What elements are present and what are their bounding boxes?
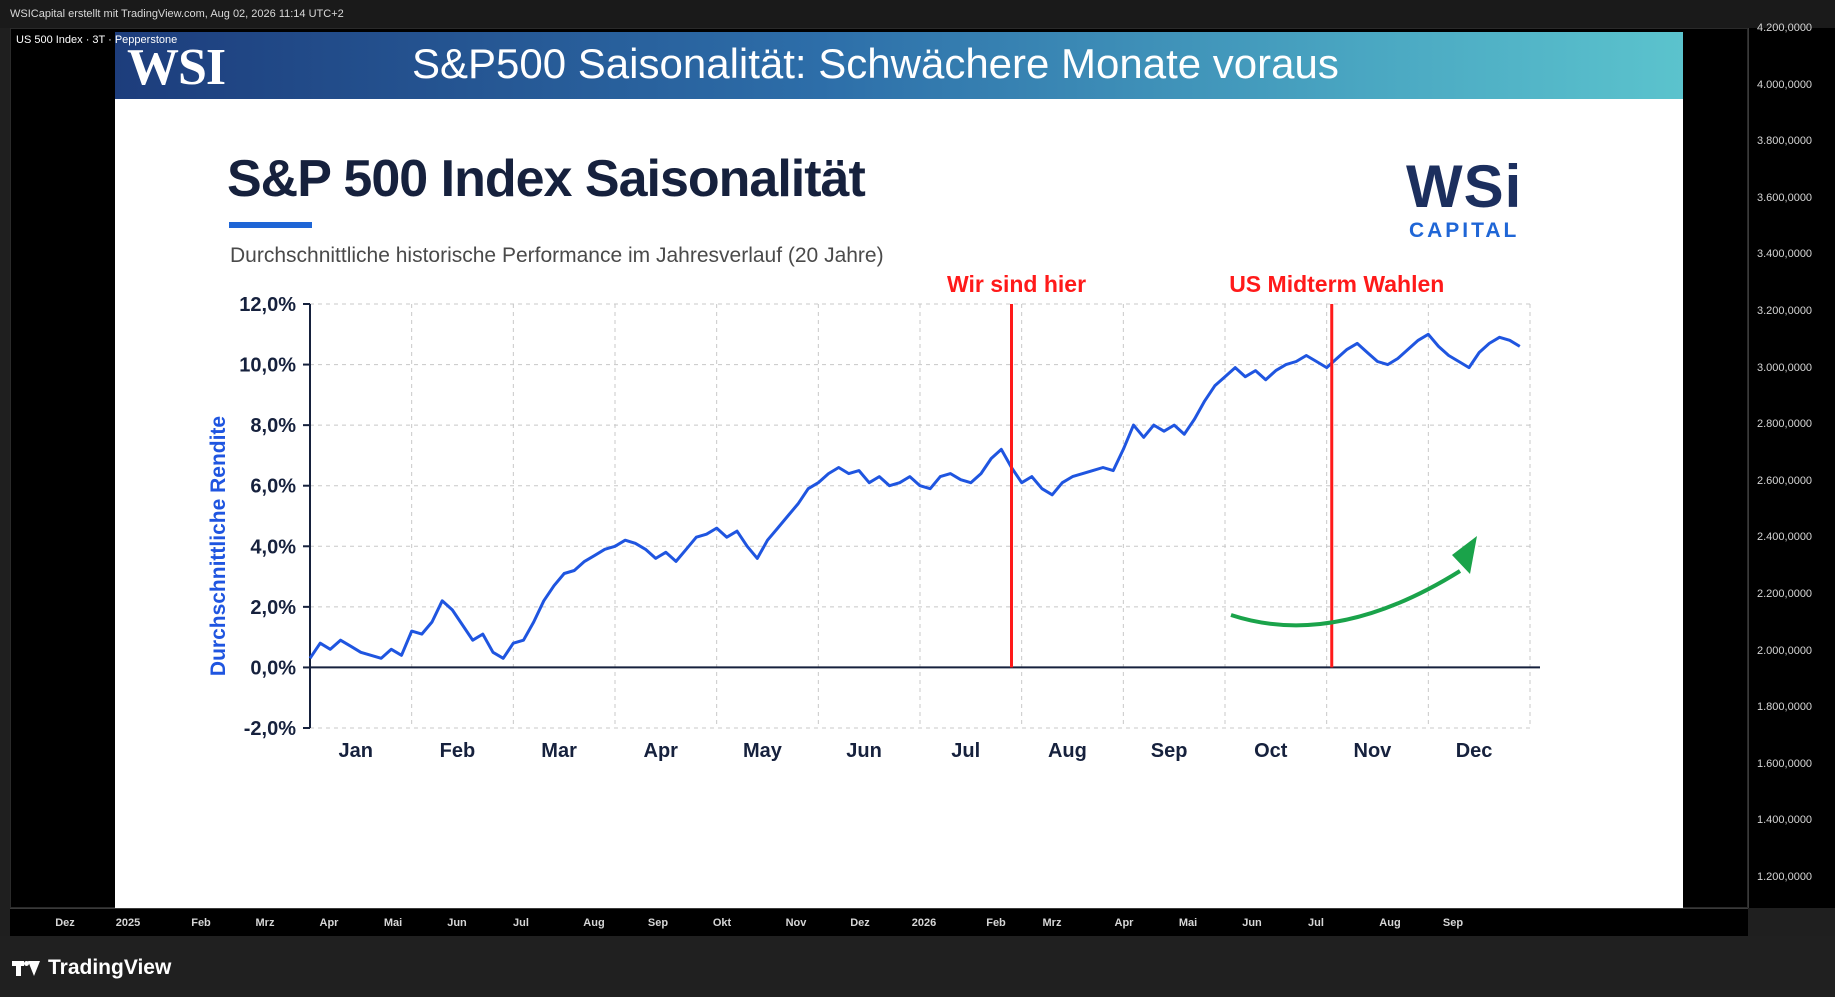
banner: WSI S&P500 Saisonalität: Schwächere Mona… <box>115 32 1683 99</box>
time-axis-label: Feb <box>986 917 1006 929</box>
green-arrow-head <box>1452 536 1477 574</box>
time-axis-label: Sep <box>647 917 669 929</box>
time-axis-label: 2026 <box>911 917 937 929</box>
series-line <box>308 332 1521 660</box>
time-axis-label: Apr <box>319 917 339 929</box>
price-axis-label: 2.200,0000 <box>1757 588 1813 600</box>
x-tick-label: Dec <box>1456 740 1493 762</box>
time-axis-label: Dez <box>55 917 75 929</box>
price-axis-label: 2.600,0000 <box>1757 474 1813 487</box>
price-axis-label: 3.400,0000 <box>1757 248 1813 261</box>
y-tick-label: 12,0% <box>239 294 296 316</box>
time-axis-label: Mrz <box>1042 917 1062 929</box>
line-chart: 12,0% 10,0% 8,0% 6,0% 4,0% 2,0% 0,0% -2,0% Jan Fe… <box>207 271 1540 762</box>
price-axis-label: 1.400,0000 <box>1757 814 1813 827</box>
chart-title: S&P 500 Index Saisonalität <box>227 150 866 208</box>
time-axis-label: Sep <box>1442 917 1464 929</box>
x-tick-label: Jun <box>846 740 882 762</box>
time-axis-label: Mai <box>383 917 403 929</box>
x-tick-label: Mar <box>541 740 577 762</box>
x-tick-label: Apr <box>644 740 679 762</box>
time-axis-label: Mrz <box>255 917 275 929</box>
y-tick-label: 4,0% <box>250 536 296 558</box>
y-axis-label: Durchschnittliche Rendite <box>207 416 230 676</box>
time-axis-label: Jun <box>447 917 467 929</box>
price-axis-label: 3.200,0000 <box>1757 305 1813 317</box>
time-axis-label: Nov <box>785 917 807 929</box>
time-axis-label: Okt <box>712 917 732 929</box>
embedded-image: WSI S&P500 Saisonalität: Schwächere Mona… <box>115 32 1683 908</box>
time-axis-label: Jun <box>1242 917 1262 929</box>
annotation-label: Wir sind hier <box>947 271 1086 297</box>
y-tick-label: 8,0% <box>250 415 296 437</box>
x-tick-label: May <box>743 740 783 762</box>
time-axis-label: Apr <box>1114 917 1134 929</box>
price-axis-label: 1.600,0000 <box>1757 757 1813 770</box>
price-axis-label: 4.200,0000 <box>1757 22 1813 34</box>
price-axis-label: 2.000,0000 <box>1757 644 1813 657</box>
price-axis-label: 2.400,0000 <box>1757 531 1813 544</box>
time-axis-label: Aug <box>583 917 605 929</box>
y-tick-label: 6,0% <box>250 476 296 498</box>
time-axis-label: 2025 <box>115 917 141 929</box>
y-tick-label: 0,0% <box>250 657 296 679</box>
time-axis-label: Jul <box>513 917 529 929</box>
price-axis-label: 3.000,0000 <box>1757 361 1813 374</box>
footer <box>0 936 1835 997</box>
time-axis-label: Feb <box>191 917 211 929</box>
x-tick-label: Jan <box>339 740 373 762</box>
x-tick-label: Nov <box>1354 740 1393 762</box>
brand-logo-small: CAPITAL <box>1408 219 1520 242</box>
x-tick-label: Sep <box>1151 740 1188 762</box>
banner-title: S&P500 Saisonalität: Schwächere Monate v… <box>412 40 1339 87</box>
green-arrow-curve <box>1230 569 1462 628</box>
chart-card: S&P 500 Index Saisonalität Durchschnittl… <box>115 99 1683 908</box>
price-axis-label: 4.000,0000 <box>1757 78 1813 91</box>
price-axis-label: 3.600,0000 <box>1757 191 1813 204</box>
header-bar: WSICapital erstellt mit TradingView.com,… <box>0 0 1835 28</box>
price-axis-label: 1.200,0000 <box>1757 871 1813 883</box>
y-tick-label: 2,0% <box>250 597 296 619</box>
price-axis-label: 3.800,0000 <box>1757 135 1813 148</box>
price-axis[interactable]: 4.200,0000 4.000,0000 3.800,0000 3.600,0000… <box>1748 22 1835 908</box>
tradingview-logo[interactable]: TradingView <box>12 956 171 980</box>
y-tick-label: 10,0% <box>239 355 296 377</box>
x-tick-label: Feb <box>440 740 476 762</box>
tradingview-logo-text: TradingView <box>48 956 172 979</box>
brand-logo: WSi CAPITAL <box>1406 157 1522 243</box>
time-axis[interactable]: Dez 2025 Feb Mrz Apr Mai Jun Jul Aug Sep Okt Nov Dez… <box>10 908 1748 936</box>
y-tick-label: -2,0% <box>244 718 296 740</box>
time-axis-label: Mai <box>1178 917 1198 929</box>
x-tick-label: Jul <box>951 740 980 762</box>
symbol-label[interactable]: US 500 Index · 3T · Pepperstone <box>16 34 178 46</box>
time-axis-label: Jul <box>1308 917 1324 929</box>
time-axis-label: Dez <box>850 917 870 929</box>
price-axis-label: 1.800,0000 <box>1757 701 1813 714</box>
x-tick-label: Oct <box>1254 740 1288 762</box>
brand-logo-big: WSi <box>1406 153 1523 220</box>
title-underline <box>229 222 312 228</box>
x-tick-label: Aug <box>1048 740 1087 762</box>
tradingview-mark-icon <box>12 959 42 977</box>
annotation-label: US Midterm Wahlen <box>1229 271 1444 297</box>
banner-logo: WSI <box>127 39 226 96</box>
price-axis-label: 2.800,0000 <box>1757 418 1813 431</box>
chart-subtitle: Durchschnittliche historische Performanc… <box>230 244 884 267</box>
time-axis-label: Aug <box>1379 917 1401 929</box>
